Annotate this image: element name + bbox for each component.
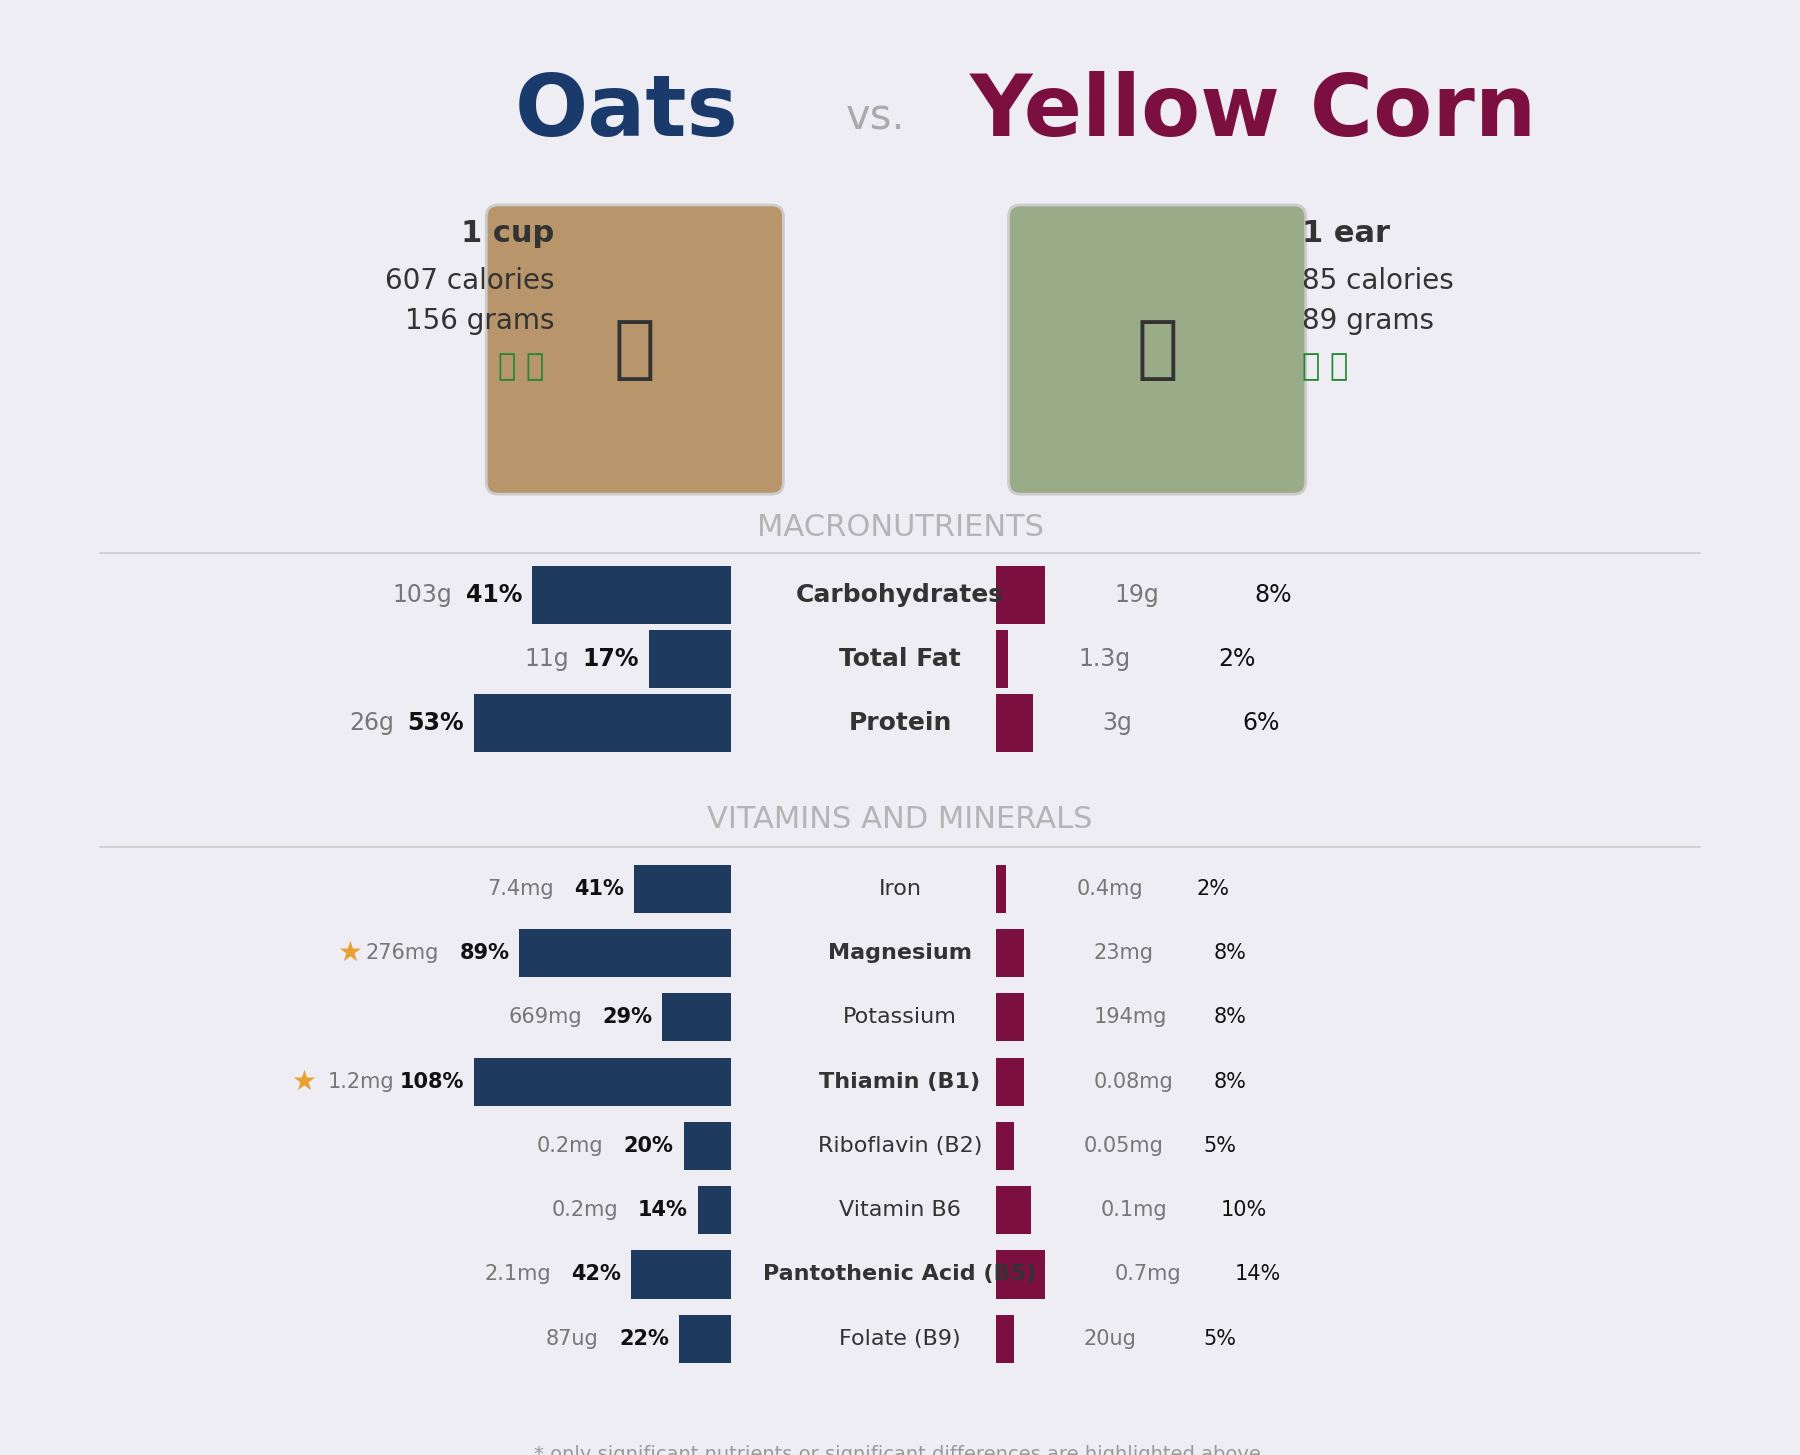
Bar	[520, 928, 731, 978]
Text: 42%: 42%	[571, 1264, 621, 1285]
Bar	[997, 928, 1024, 978]
Text: 276mg: 276mg	[365, 943, 439, 963]
Text: 2%: 2%	[1219, 647, 1256, 671]
Text: 14%: 14%	[637, 1200, 688, 1221]
Text: 26g: 26g	[349, 711, 394, 735]
Text: 8%: 8%	[1213, 943, 1247, 963]
Text: 1 ear: 1 ear	[1301, 218, 1390, 247]
Bar	[632, 1250, 731, 1298]
Bar	[684, 1122, 731, 1170]
Bar	[679, 1315, 731, 1363]
Text: ꝡ ꝡ: ꝡ ꝡ	[499, 352, 544, 381]
Text: 🌽: 🌽	[1136, 316, 1177, 383]
Text: 8%: 8%	[1213, 1071, 1247, 1091]
Text: 669mg: 669mg	[509, 1007, 581, 1027]
Text: Riboflavin (B2): Riboflavin (B2)	[817, 1136, 983, 1155]
Text: Carbohydrates: Carbohydrates	[796, 582, 1004, 607]
Text: 89%: 89%	[459, 943, 509, 963]
Text: ꝡ ꝡ: ꝡ ꝡ	[1301, 352, 1348, 381]
Text: 607 calories: 607 calories	[385, 268, 554, 295]
Bar	[997, 1250, 1044, 1298]
Text: Pantothenic Acid (B5): Pantothenic Acid (B5)	[763, 1264, 1037, 1285]
Text: 108%: 108%	[400, 1071, 464, 1091]
Bar	[997, 994, 1024, 1042]
Text: ★: ★	[292, 1068, 317, 1096]
Text: 0.7mg: 0.7mg	[1114, 1264, 1181, 1285]
Text: 0.05mg: 0.05mg	[1084, 1136, 1163, 1155]
Text: 8%: 8%	[1213, 1007, 1247, 1027]
Text: 0.2mg: 0.2mg	[536, 1136, 603, 1155]
Text: 7.4mg: 7.4mg	[488, 879, 554, 899]
Text: 10%: 10%	[1220, 1200, 1267, 1221]
Text: Magnesium: Magnesium	[828, 943, 972, 963]
Text: 29%: 29%	[603, 1007, 652, 1027]
Text: 1.2mg: 1.2mg	[328, 1071, 394, 1091]
Text: 89 grams: 89 grams	[1301, 307, 1435, 336]
Text: VITAMINS AND MINERALS: VITAMINS AND MINERALS	[707, 805, 1093, 834]
Text: 53%: 53%	[407, 711, 464, 735]
Text: 103g: 103g	[392, 582, 452, 607]
Text: 156 grams: 156 grams	[405, 307, 554, 336]
Text: 23mg: 23mg	[1094, 943, 1154, 963]
FancyBboxPatch shape	[486, 205, 783, 495]
Text: ★: ★	[337, 938, 362, 968]
Text: MACRONUTRIENTS: MACRONUTRIENTS	[756, 512, 1044, 541]
Text: 41%: 41%	[574, 879, 623, 899]
Bar	[473, 694, 731, 752]
Text: Potassium: Potassium	[842, 1007, 958, 1027]
Bar	[997, 630, 1008, 688]
Bar	[533, 566, 731, 624]
Text: 8%: 8%	[1255, 582, 1292, 607]
Text: 0.4mg: 0.4mg	[1076, 879, 1143, 899]
Text: 17%: 17%	[581, 647, 639, 671]
Bar	[997, 864, 1006, 912]
Text: 0.1mg: 0.1mg	[1102, 1200, 1168, 1221]
Text: Folate (B9): Folate (B9)	[839, 1328, 961, 1349]
Bar	[662, 994, 731, 1042]
Text: Protein: Protein	[848, 711, 952, 735]
Text: 1.3g: 1.3g	[1078, 647, 1130, 671]
Text: 87ug: 87ug	[545, 1328, 599, 1349]
Text: 🌾: 🌾	[614, 316, 655, 383]
Text: 0.08mg: 0.08mg	[1094, 1071, 1174, 1091]
Text: vs.: vs.	[846, 96, 905, 138]
Bar	[997, 1186, 1031, 1234]
Bar	[698, 1186, 731, 1234]
Text: Vitamin B6: Vitamin B6	[839, 1200, 961, 1221]
Text: Oats: Oats	[515, 71, 738, 154]
Bar	[648, 630, 731, 688]
Text: 22%: 22%	[619, 1328, 670, 1349]
Text: 5%: 5%	[1204, 1328, 1237, 1349]
Bar	[473, 1058, 731, 1106]
Text: 5%: 5%	[1204, 1136, 1237, 1155]
Text: Yellow Corn: Yellow Corn	[970, 71, 1537, 154]
Bar	[997, 694, 1033, 752]
Text: 3g: 3g	[1103, 711, 1132, 735]
Text: 2.1mg: 2.1mg	[484, 1264, 551, 1285]
Text: 0.2mg: 0.2mg	[551, 1200, 617, 1221]
Bar	[997, 566, 1044, 624]
Text: 194mg: 194mg	[1094, 1007, 1168, 1027]
Text: 85 calories: 85 calories	[1301, 268, 1454, 295]
Text: 1 cup: 1 cup	[461, 218, 554, 247]
Bar	[997, 1058, 1024, 1106]
Text: 20%: 20%	[625, 1136, 673, 1155]
Text: * only significant nutrients or significant differences are highlighted above,: * only significant nutrients or signific…	[533, 1445, 1267, 1455]
Bar	[997, 1315, 1013, 1363]
Text: 2%: 2%	[1197, 879, 1229, 899]
Text: Thiamin (B1): Thiamin (B1)	[819, 1071, 981, 1091]
Text: 41%: 41%	[466, 582, 522, 607]
Text: 6%: 6%	[1242, 711, 1280, 735]
FancyBboxPatch shape	[1008, 205, 1305, 495]
Text: 19g: 19g	[1114, 582, 1159, 607]
Text: 11g: 11g	[524, 647, 569, 671]
Text: Iron: Iron	[878, 879, 922, 899]
Bar	[997, 1122, 1013, 1170]
Text: 14%: 14%	[1235, 1264, 1282, 1285]
Text: Total Fat: Total Fat	[839, 647, 961, 671]
Text: 20ug: 20ug	[1084, 1328, 1136, 1349]
Bar	[634, 864, 731, 912]
